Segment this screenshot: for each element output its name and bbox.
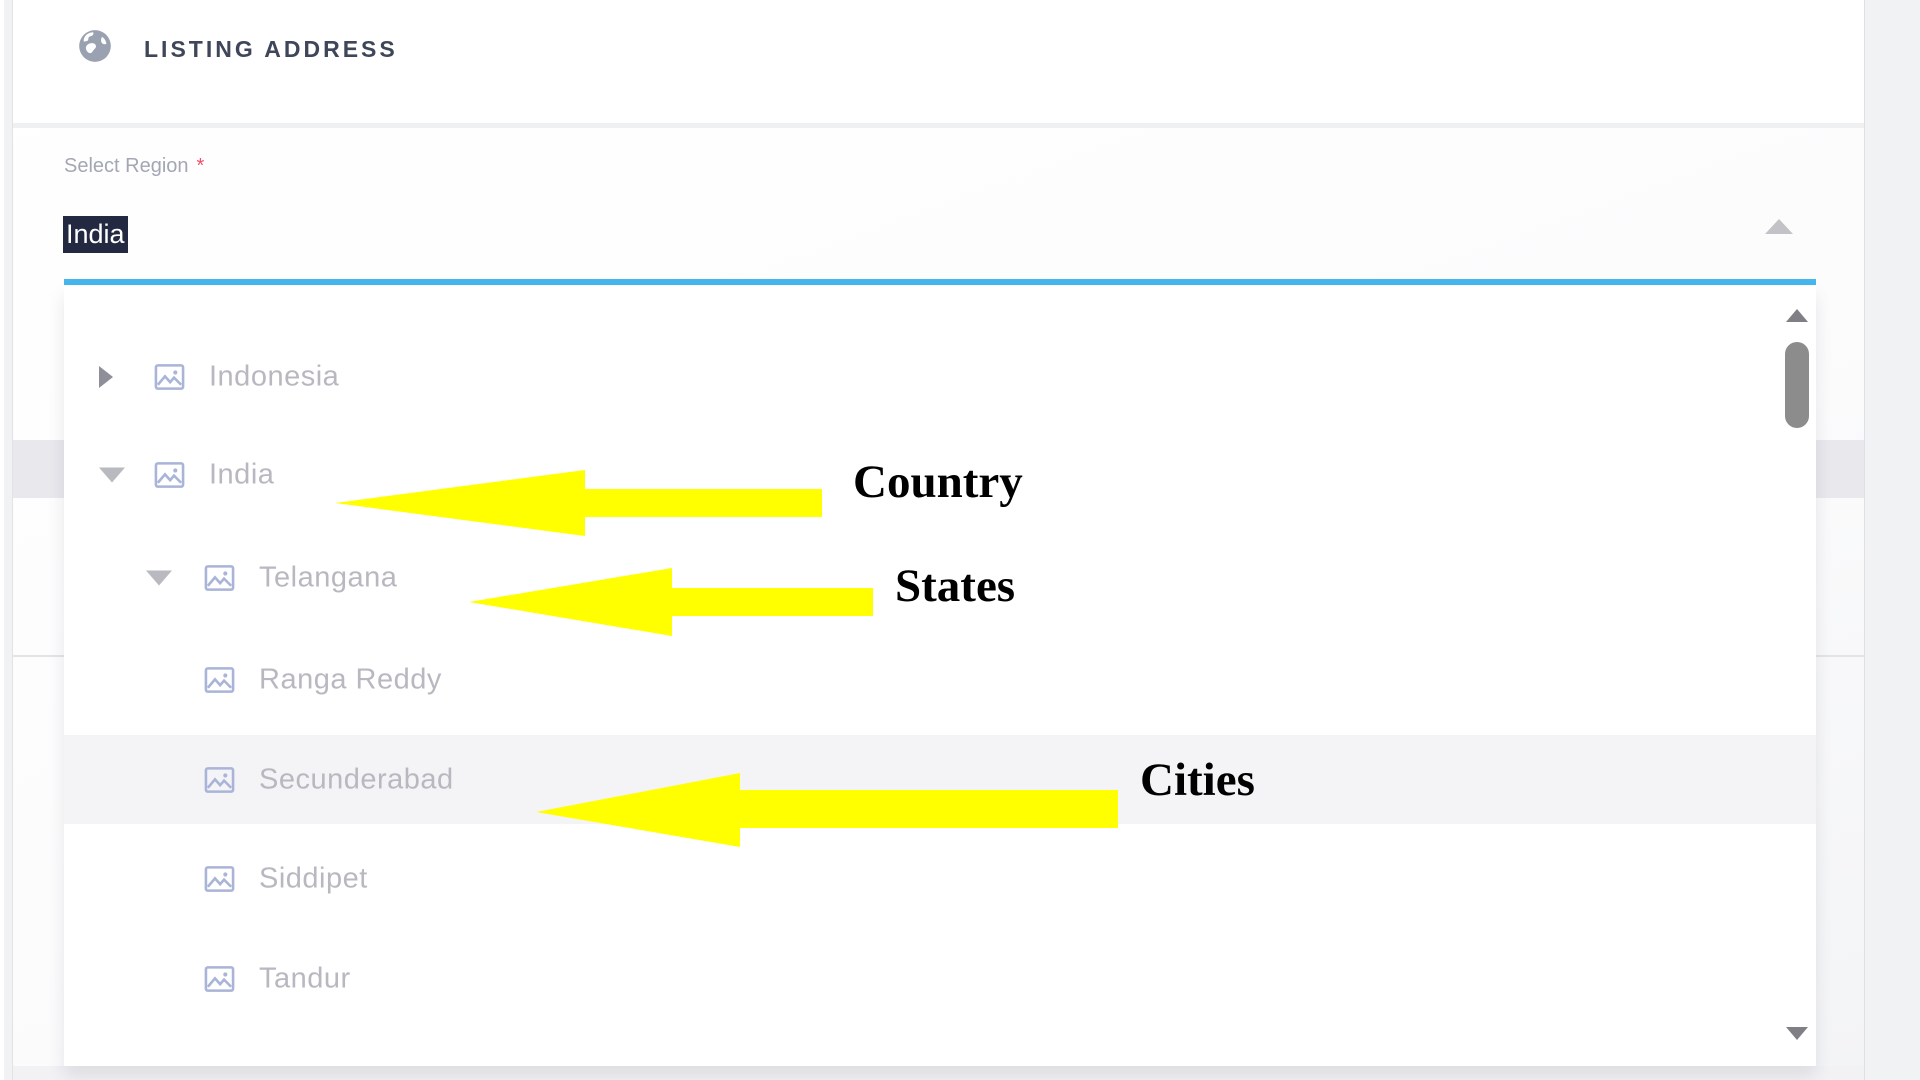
tree-item-ranga-reddy[interactable]: Ranga Reddy [64,636,1816,724]
region-selected-value[interactable]: India [63,216,128,253]
image-placeholder-icon [204,665,235,696]
region-dropdown-panel: Indonesia India [64,285,1816,1066]
image-placeholder-icon [154,460,185,491]
caret-down-icon[interactable] [146,570,172,586]
tree-item-label[interactable]: Secunderabad [259,763,454,795]
tree-item-india[interactable]: India [64,431,1816,519]
tree-item-label[interactable]: Tandur [259,962,351,995]
tree-item-siddipet[interactable]: Siddipet [64,835,1816,923]
select-region-label-text: Select Region [64,155,189,177]
image-placeholder-icon [204,764,235,795]
image-placeholder-icon [154,362,185,393]
tree-item-label[interactable]: India [209,458,275,491]
region-select-field[interactable]: India [63,216,128,253]
tree-item-label[interactable]: Ranga Reddy [259,663,442,696]
tree-item-label[interactable]: Siddipet [259,862,368,895]
tree-item-telangana[interactable]: Telangana [64,534,1816,622]
states-arrow [469,568,873,636]
country-arrow [335,470,822,536]
caret-up-icon[interactable] [1765,219,1793,234]
caret-down-icon[interactable] [99,467,125,483]
image-placeholder-icon [204,864,235,895]
image-placeholder-icon [204,964,235,995]
cities-arrow [536,773,1118,847]
required-asterisk: * [196,155,205,177]
select-focus-underline [64,279,1816,285]
listing-address-card: LISTING ADDRESS Select Region * India [12,0,1865,1080]
scrollbar-thumb[interactable] [1785,342,1809,428]
section-title: LISTING ADDRESS [144,36,398,62]
select-region-label: Select Region * [64,155,204,178]
tree-item-label[interactable]: Indonesia [209,360,340,393]
tree-item-label[interactable]: Telangana [259,561,398,594]
annotation-cities: Cities [1140,754,1255,806]
tree-item-tandur[interactable]: Tandur [64,935,1816,1023]
tree-item-indonesia[interactable]: Indonesia [64,333,1816,421]
annotation-country: Country [853,456,1023,508]
card-header: LISTING ADDRESS [13,0,1864,128]
background-bottom-strip [13,1066,1864,1080]
caret-right-icon[interactable] [99,366,113,388]
scroll-up-icon[interactable] [1786,309,1808,322]
globe-icon [79,30,111,62]
annotation-states: States [895,560,1016,612]
scroll-down-icon[interactable] [1786,1027,1808,1040]
image-placeholder-icon [204,563,235,594]
